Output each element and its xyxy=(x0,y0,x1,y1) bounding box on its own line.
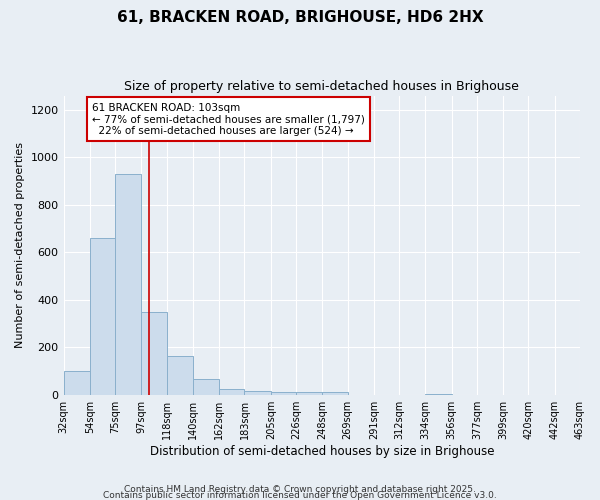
Title: Size of property relative to semi-detached houses in Brighouse: Size of property relative to semi-detach… xyxy=(124,80,519,93)
Bar xyxy=(90,238,115,394)
Text: 61, BRACKEN ROAD, BRIGHOUSE, HD6 2HX: 61, BRACKEN ROAD, BRIGHOUSE, HD6 2HX xyxy=(116,10,484,25)
Bar xyxy=(64,371,90,394)
Bar xyxy=(193,380,220,394)
X-axis label: Distribution of semi-detached houses by size in Brighouse: Distribution of semi-detached houses by … xyxy=(149,444,494,458)
Text: 61 BRACKEN ROAD: 103sqm
← 77% of semi-detached houses are smaller (1,797)
  22% : 61 BRACKEN ROAD: 103sqm ← 77% of semi-de… xyxy=(92,102,365,136)
Bar xyxy=(142,312,167,394)
Bar xyxy=(167,356,193,395)
Bar xyxy=(115,174,142,394)
Bar xyxy=(322,392,347,394)
Text: Contains public sector information licensed under the Open Government Licence v3: Contains public sector information licen… xyxy=(103,490,497,500)
Y-axis label: Number of semi-detached properties: Number of semi-detached properties xyxy=(15,142,25,348)
Bar xyxy=(271,392,296,394)
Text: Contains HM Land Registry data © Crown copyright and database right 2025.: Contains HM Land Registry data © Crown c… xyxy=(124,484,476,494)
Bar xyxy=(220,389,244,394)
Bar xyxy=(296,392,322,394)
Bar xyxy=(244,391,271,394)
